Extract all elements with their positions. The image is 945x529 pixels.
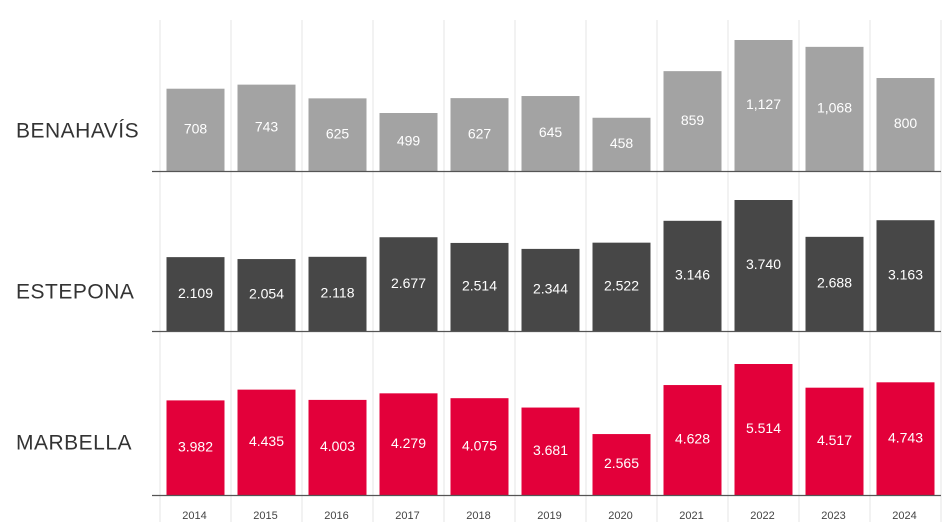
series-label: ESTEPONA: [16, 281, 134, 304]
data-label: 1,127: [746, 96, 781, 112]
data-label: 2.118: [321, 285, 355, 301]
data-label: 1,068: [817, 100, 852, 116]
data-label: 4.517: [817, 432, 852, 448]
series-label: BENAHAVÍS: [16, 120, 139, 143]
bar: [379, 393, 438, 495]
bar: [876, 220, 935, 331]
bar: [166, 400, 225, 495]
bar: [592, 117, 651, 171]
data-label: 800: [894, 115, 918, 131]
bar: [805, 46, 864, 171]
chart-panels: BENAHAVÍS 708 743 625 499 627 645 458 859 1,127 1,…: [16, 40, 941, 497]
data-label: 2.677: [391, 275, 426, 291]
bar: [805, 387, 864, 495]
year-tick-label: 2017: [395, 510, 419, 522]
data-label: 3.740: [746, 256, 781, 272]
year-tick-label: 2024: [892, 510, 916, 522]
bar: [308, 256, 367, 331]
year-tick-label: 2018: [466, 510, 490, 522]
bar: [734, 40, 793, 171]
data-label: 4.743: [888, 429, 923, 445]
bar: [166, 257, 225, 331]
data-label: 4.075: [462, 437, 497, 453]
data-label: 859: [681, 112, 705, 128]
panel-marbella: MARBELLA 3.982 4.435 4.003 4.279 4.075 3.681 2.…: [16, 364, 941, 497]
bar: [592, 242, 651, 331]
series-label: MARBELLA: [16, 432, 132, 455]
bar: [166, 88, 225, 171]
data-label: 743: [255, 119, 279, 135]
year-tick-label: 2016: [324, 510, 348, 522]
bar: [379, 237, 438, 331]
data-label: 2.344: [533, 281, 568, 297]
year-tick-label: 2020: [608, 510, 632, 522]
year-tick-label: 2014: [182, 510, 206, 522]
data-label: 5.514: [746, 420, 781, 436]
bar: [663, 220, 722, 331]
bar: [450, 98, 509, 171]
bar: [521, 407, 580, 495]
bar: [308, 98, 367, 171]
data-label: 4.003: [320, 438, 355, 454]
bar: [237, 259, 296, 331]
bar: [237, 389, 296, 495]
data-label: 3.982: [178, 438, 213, 454]
bar: [450, 242, 509, 331]
year-tick-label: 2023: [821, 510, 845, 522]
panel-estepona: ESTEPONA 2.109 2.054 2.118 2.677 2.514 2.344 2.…: [16, 200, 941, 333]
data-label: 708: [184, 121, 208, 137]
data-label: 3.146: [675, 267, 710, 283]
data-label: 625: [326, 125, 350, 141]
year-tick-label: 2021: [679, 510, 703, 522]
data-label: 4.435: [249, 433, 284, 449]
year-tick-label: 2019: [537, 510, 561, 522]
bar: [521, 96, 580, 171]
data-label: 627: [468, 125, 492, 141]
bar: [805, 236, 864, 331]
grid-lines: [159, 20, 942, 522]
year-axis: 2014 2015 2016 2017 2018 2019 2020 2021 2022 2023…: [182, 510, 916, 522]
bar: [237, 84, 296, 171]
bar: [521, 248, 580, 331]
data-label: 2.565: [604, 455, 639, 471]
bar: [734, 200, 793, 331]
bar: [876, 78, 935, 171]
panel-benahavs: BENAHAVÍS 708 743 625 499 627 645 458 859 1,127 1,…: [16, 40, 941, 173]
year-tick-label: 2015: [253, 510, 277, 522]
bar: [308, 399, 367, 495]
data-label: 4.279: [391, 435, 426, 451]
data-label: 2.514: [462, 278, 497, 294]
data-label: 3.163: [888, 266, 923, 282]
bar: [592, 434, 651, 495]
bar: [379, 112, 438, 171]
data-label: 2.688: [817, 275, 852, 291]
year-tick-label: 2022: [750, 510, 774, 522]
data-label: 2.054: [249, 286, 284, 302]
bar: [663, 71, 722, 171]
data-label: 3.681: [533, 442, 568, 458]
data-label: 499: [397, 133, 421, 149]
data-label: 2.522: [604, 278, 639, 294]
bar: [450, 398, 509, 495]
data-label: 2.109: [178, 285, 213, 301]
data-label: 458: [610, 135, 634, 151]
data-label: 4.628: [675, 431, 710, 447]
data-label: 645: [539, 124, 563, 140]
bar: [663, 385, 722, 495]
bar: [734, 364, 793, 495]
bar: [876, 382, 935, 495]
